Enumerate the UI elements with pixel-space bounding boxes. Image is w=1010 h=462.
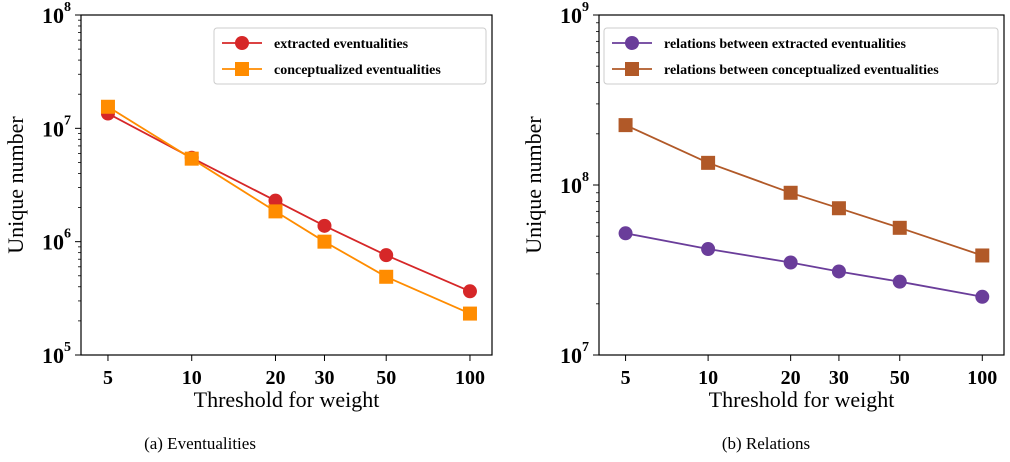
legend-label: relations between conceptualized eventua… (664, 63, 939, 78)
subfigure-caption: (b) Relations (722, 434, 810, 453)
chart-1: 105 106 107 108 5 10 20 30 50 100 Threshold for we… (3, 0, 493, 453)
legend-label: conceptualized eventualities (274, 63, 441, 78)
legend-label: relations between extracted eventualitie… (664, 37, 907, 52)
data-point (831, 201, 846, 216)
data-point (462, 306, 477, 321)
legend-marker (625, 62, 639, 76)
data-point (462, 284, 477, 299)
x-tick-label: 20 (781, 367, 801, 389)
x-tick-label: 10 (698, 367, 718, 389)
legend-marker (235, 36, 249, 50)
data-point (268, 204, 283, 219)
y-tick-label: 107 (42, 113, 71, 141)
x-tick-label: 100 (455, 367, 485, 389)
y-tick-label: 105 (42, 340, 71, 368)
data-point (268, 193, 283, 208)
y-tick-label: 109 (560, 0, 589, 28)
data-point (892, 274, 907, 289)
x-tick-label: 5 (103, 367, 113, 389)
data-point (618, 118, 633, 133)
data-point (317, 218, 332, 233)
subfigure-caption: (a) Eventualities (144, 434, 256, 453)
data-point (317, 234, 332, 249)
legend: relations between extracted eventualitie… (603, 27, 999, 85)
series-line-2 (107, 106, 471, 315)
plot-frame (80, 14, 493, 356)
legend: extracted eventualities conceptualized ev… (213, 27, 487, 85)
legend-marker (625, 36, 639, 50)
chart-2: 107 108 109 5 10 20 30 50 100 Threshold for weigh… (521, 0, 1005, 453)
x-tick-label: 100 (967, 367, 997, 389)
x-axis-title: Threshold for weight (194, 387, 380, 412)
y-tick-label: 108 (560, 170, 589, 198)
data-point (701, 242, 716, 257)
legend-marker (235, 62, 249, 76)
x-tick-label: 30 (829, 367, 849, 389)
x-tick-label: 50 (376, 367, 396, 389)
legend-label: extracted eventualities (274, 37, 409, 52)
x-tick-label: 10 (182, 367, 202, 389)
x-tick-label: 20 (265, 367, 285, 389)
data-point (892, 220, 907, 235)
data-point (975, 248, 990, 263)
data-point (783, 185, 798, 200)
x-tick-label: 30 (314, 367, 334, 389)
x-tick-label: 5 (621, 367, 631, 389)
series-line-2 (625, 124, 983, 257)
x-tick-label: 50 (890, 367, 910, 389)
y-axis-title: Unique number (3, 116, 28, 254)
y-axis-title: Unique number (521, 116, 546, 254)
legend-box (603, 27, 999, 85)
data-point (100, 99, 115, 114)
series-line-1 (625, 232, 983, 298)
data-point (379, 269, 394, 284)
data-point (618, 226, 633, 241)
data-point (379, 248, 394, 263)
data-point (831, 264, 846, 279)
legend-box (213, 27, 487, 85)
y-tick-label: 107 (560, 340, 589, 368)
data-point (701, 155, 716, 170)
data-point (184, 151, 199, 166)
data-point (783, 255, 798, 270)
x-axis-title: Threshold for weight (709, 387, 895, 412)
y-tick-label: 106 (42, 227, 71, 255)
y-tick-label: 108 (42, 0, 71, 28)
data-point (975, 289, 990, 304)
